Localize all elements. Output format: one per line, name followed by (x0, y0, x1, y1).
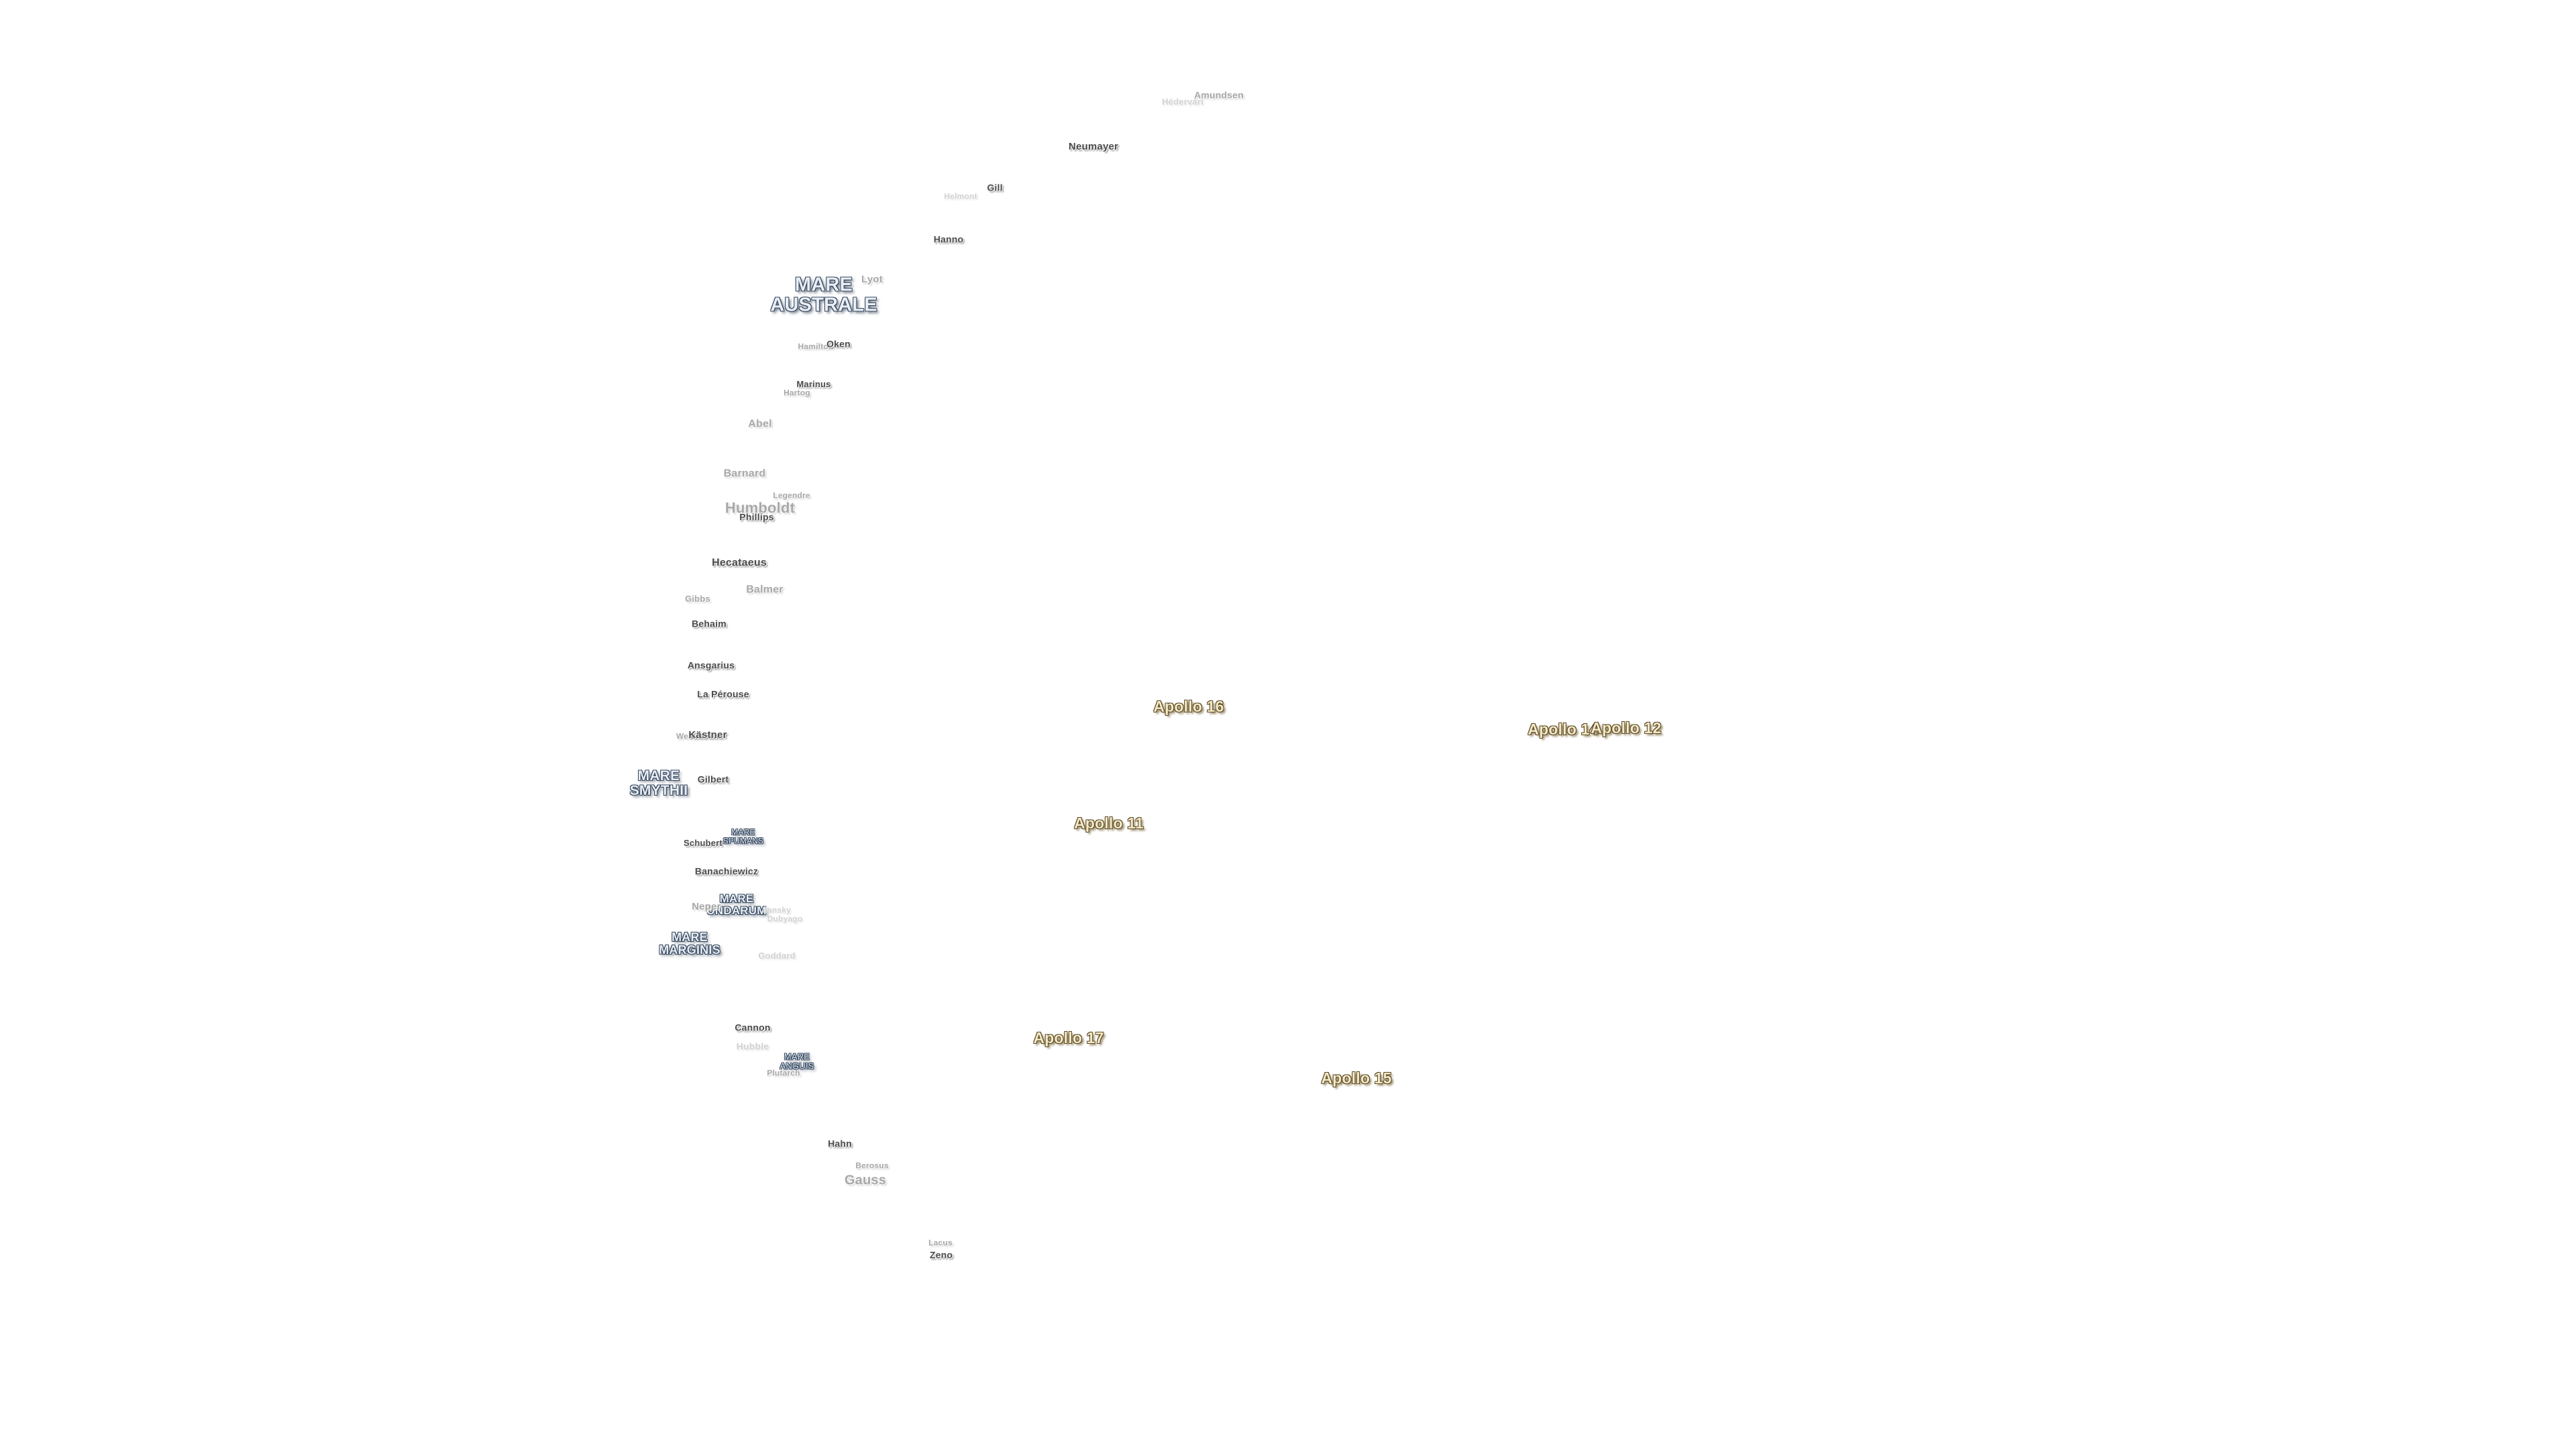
apollo-14-label[interactable]: Apollo 14 (1527, 720, 1599, 738)
crater-marinus-label[interactable]: Marinus (796, 379, 831, 390)
crater-schubert-label[interactable]: Schubert (684, 838, 722, 849)
crater-hamilton-label[interactable]: Hamilton (798, 341, 834, 352)
mare-anguis-line-2: ANGUIS (780, 1061, 814, 1071)
mare-australe-label[interactable]: MARE AUSTRALE (770, 274, 877, 316)
crater-phillips-label[interactable]: Phillips (739, 511, 774, 523)
mare-spumans-line-2: SPUMANS (722, 836, 764, 845)
crater-humboldt-label[interactable]: Humboldt (724, 499, 796, 517)
crater-la-perouse-label[interactable]: La Pérouse (697, 688, 749, 700)
crater-hanno-label[interactable]: Hanno (933, 233, 964, 245)
crater-gauss-label[interactable]: Gauss (844, 1173, 887, 1188)
crater-abel-label[interactable]: Abel (748, 418, 772, 430)
crater-legendre-label[interactable]: Legendre (773, 490, 810, 500)
crater-weierstrass-label[interactable]: Weierstrass (676, 731, 724, 741)
crater-hahn-label[interactable]: Hahn (828, 1138, 852, 1149)
apollo-16-label[interactable]: Apollo 16 (1153, 697, 1224, 715)
crater-neper-label[interactable]: Neper (692, 901, 721, 913)
crater-gibbs-label[interactable]: Gibbs (685, 594, 710, 604)
crater-banachiewicz-label[interactable]: Banachiewicz (694, 865, 759, 877)
crater-zeno-label[interactable]: Zeno (929, 1249, 953, 1260)
crater-ansgarius-label[interactable]: Ansgarius (687, 659, 735, 671)
crater-amundsen-label[interactable]: Amundsen (1194, 89, 1244, 101)
apollo-17-label[interactable]: Apollo 17 (1033, 1028, 1104, 1046)
crater-berosus-label[interactable]: Berosus (855, 1161, 889, 1171)
crater-gilbert-label[interactable]: Gilbert (697, 773, 729, 785)
mare-undarum-label[interactable]: MARE UNDARUM (706, 893, 766, 917)
mare-spumans-label[interactable]: MARE SPUMANS (723, 828, 764, 845)
apollo-11-label[interactable]: Apollo 11 (1073, 814, 1144, 832)
crater-hubble-label[interactable]: Hubble (736, 1040, 769, 1052)
crater-hecataeus-label[interactable]: Hecataeus (712, 557, 767, 569)
mare-spumans-line-1: MARE (731, 827, 755, 837)
mare-smythii-line-2: SMYTHII (629, 783, 688, 798)
crater-gill-label[interactable]: Gill (987, 182, 1003, 193)
crater-oken-label[interactable]: Oken (826, 338, 851, 350)
crater-helmont-label[interactable]: Helmont (944, 191, 977, 201)
crater-lacus-label[interactable]: Lacus (928, 1238, 953, 1248)
crater-lyot-label[interactable]: Lyot (861, 274, 883, 286)
mare-smythii-line-1: MARE (637, 767, 680, 784)
mare-undarum-line-1: MARE (719, 892, 754, 906)
crater-cannon-label[interactable]: Cannon (735, 1022, 771, 1033)
mare-anguis-label[interactable]: MARE ANGUIS (780, 1052, 814, 1070)
crater-dubyago-label[interactable]: Dubyago (767, 914, 803, 924)
apollo-12-label[interactable]: Apollo 12 (1591, 718, 1662, 737)
crater-hedervari-label[interactable]: Hédervári (1162, 97, 1203, 107)
crater-balmer-label[interactable]: Balmer (746, 584, 784, 596)
mare-marginis-line-1: MARE (672, 930, 708, 945)
mare-anguis-line-1: MARE (784, 1051, 810, 1062)
crater-behaim-label[interactable]: Behaim (692, 618, 727, 629)
mare-undarum-line-2: UNDARUM (706, 904, 767, 917)
apollo-15-label[interactable]: Apollo 15 (1321, 1069, 1392, 1087)
crater-neumayer-label[interactable]: Neumayer (1068, 141, 1119, 153)
mare-smythii-label[interactable]: MARE SMYTHII (629, 767, 688, 798)
crater-goddard-label[interactable]: Goddard (758, 951, 796, 961)
mare-marginis-line-2: MARGINIS (659, 943, 720, 957)
crater-jansky-label[interactable]: Jansky (763, 905, 791, 915)
mare-marginis-label[interactable]: MARE MARGINIS (659, 931, 720, 957)
mare-australe-line-1: MARE (794, 274, 853, 296)
mare-australe-line-2: AUSTRALE (770, 294, 877, 316)
crater-plutarch-label[interactable]: Plutarch (767, 1068, 800, 1078)
crater-hartog-label[interactable]: Hartog (784, 388, 810, 398)
crater-barnard-label[interactable]: Barnard (723, 468, 766, 480)
crater-kastner-label[interactable]: Kästner (688, 729, 727, 741)
